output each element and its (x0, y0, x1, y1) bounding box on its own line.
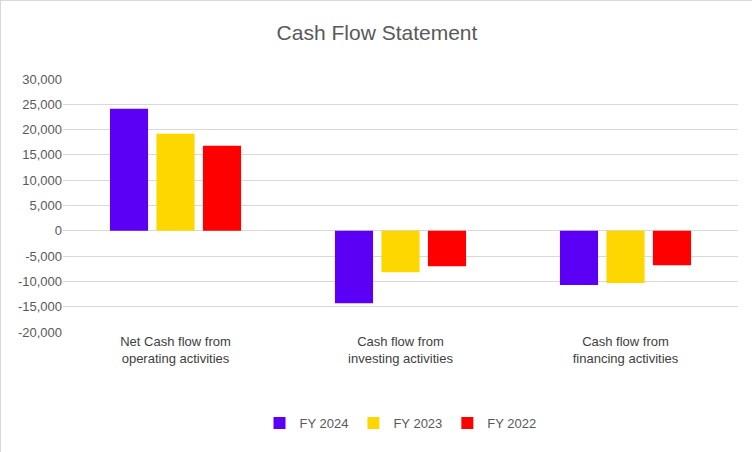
svg-text:FY 2023: FY 2023 (393, 416, 442, 431)
svg-text:Cash Flow Statement: Cash Flow Statement (277, 21, 478, 44)
svg-text:Net Cash flow fromoperating ac: Net Cash flow fromoperating activities (120, 334, 231, 366)
svg-text:10,000: 10,000 (22, 173, 62, 188)
svg-text:Cash flow frominvesting activi: Cash flow frominvesting activities (348, 334, 453, 366)
svg-text:30,000: 30,000 (22, 72, 62, 87)
svg-text:5,000: 5,000 (29, 198, 62, 213)
svg-text:-20,000: -20,000 (18, 325, 62, 340)
svg-text:0: 0 (55, 223, 62, 238)
svg-text:-5,000: -5,000 (25, 249, 62, 264)
svg-text:15,000: 15,000 (22, 147, 62, 162)
svg-text:Cash flow fromfinancing activi: Cash flow fromfinancing activities (573, 334, 679, 366)
svg-text:20,000: 20,000 (22, 122, 62, 137)
svg-text:-15,000: -15,000 (18, 299, 62, 314)
svg-text:FY 2022: FY 2022 (487, 416, 536, 431)
svg-text:25,000: 25,000 (22, 97, 62, 112)
svg-text:-10,000: -10,000 (18, 274, 62, 289)
svg-text:FY 2024: FY 2024 (300, 416, 349, 431)
